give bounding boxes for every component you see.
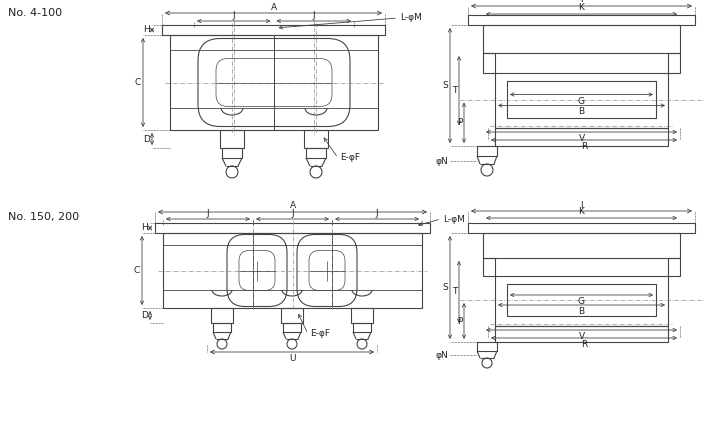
Bar [507,81,656,118]
Bar [281,308,303,323]
Bar [495,73,668,128]
Text: J: J [291,209,294,218]
Bar [220,130,244,148]
Bar [495,276,668,326]
Text: R: R [581,142,587,151]
Bar [351,308,373,323]
Text: D: D [143,135,150,144]
Bar [468,15,695,25]
Text: H: H [141,224,148,233]
Bar [304,130,328,148]
Text: J: J [376,209,379,218]
Bar [668,53,680,73]
Text: J: J [233,10,235,19]
Text: φN: φN [435,350,448,359]
Text: L-φM: L-φM [400,13,422,22]
Text: R: R [581,340,587,349]
Text: E-φF: E-φF [310,329,330,338]
Text: K: K [579,3,584,12]
Text: U: U [289,354,295,363]
Text: V: V [579,332,584,341]
Bar [495,128,668,146]
Text: V: V [579,134,584,143]
Text: J: J [313,10,315,19]
Bar [162,25,385,35]
Text: No. 150, 200: No. 150, 200 [8,212,79,222]
Text: S: S [442,81,448,90]
Bar [170,35,378,130]
Text: T: T [452,288,457,297]
Bar [222,148,242,158]
Bar [213,323,231,332]
Text: φN: φN [435,157,448,166]
Bar [477,342,497,351]
Text: G: G [578,96,585,105]
Text: L-φM: L-φM [443,215,465,224]
Text: J: J [207,209,209,218]
Text: B: B [579,307,584,316]
Text: K: K [579,208,584,216]
Text: P: P [457,316,462,326]
Bar [483,258,495,276]
Text: C: C [135,78,141,87]
Text: I: I [580,0,583,4]
Text: T: T [452,86,457,95]
Text: A: A [270,3,277,12]
Bar [507,284,656,316]
Bar [483,233,680,258]
Text: B: B [579,108,584,117]
Text: No. 4-100: No. 4-100 [8,8,62,18]
Text: G: G [578,297,585,306]
Bar [468,223,695,233]
Text: I: I [580,200,583,209]
Text: D: D [141,311,148,320]
Text: S: S [442,283,448,292]
Bar [483,25,680,53]
Bar [211,308,233,323]
Text: C: C [134,266,140,275]
Bar [668,258,680,276]
Bar [353,323,371,332]
Text: H: H [143,25,150,34]
Bar [477,146,497,156]
Text: A: A [289,202,296,211]
Bar [306,148,326,158]
Bar [283,323,301,332]
Bar [495,326,668,342]
Text: E-φF: E-φF [340,154,360,163]
Bar [483,53,495,73]
Bar [163,233,422,308]
Bar [155,223,430,233]
Text: P: P [457,118,462,127]
